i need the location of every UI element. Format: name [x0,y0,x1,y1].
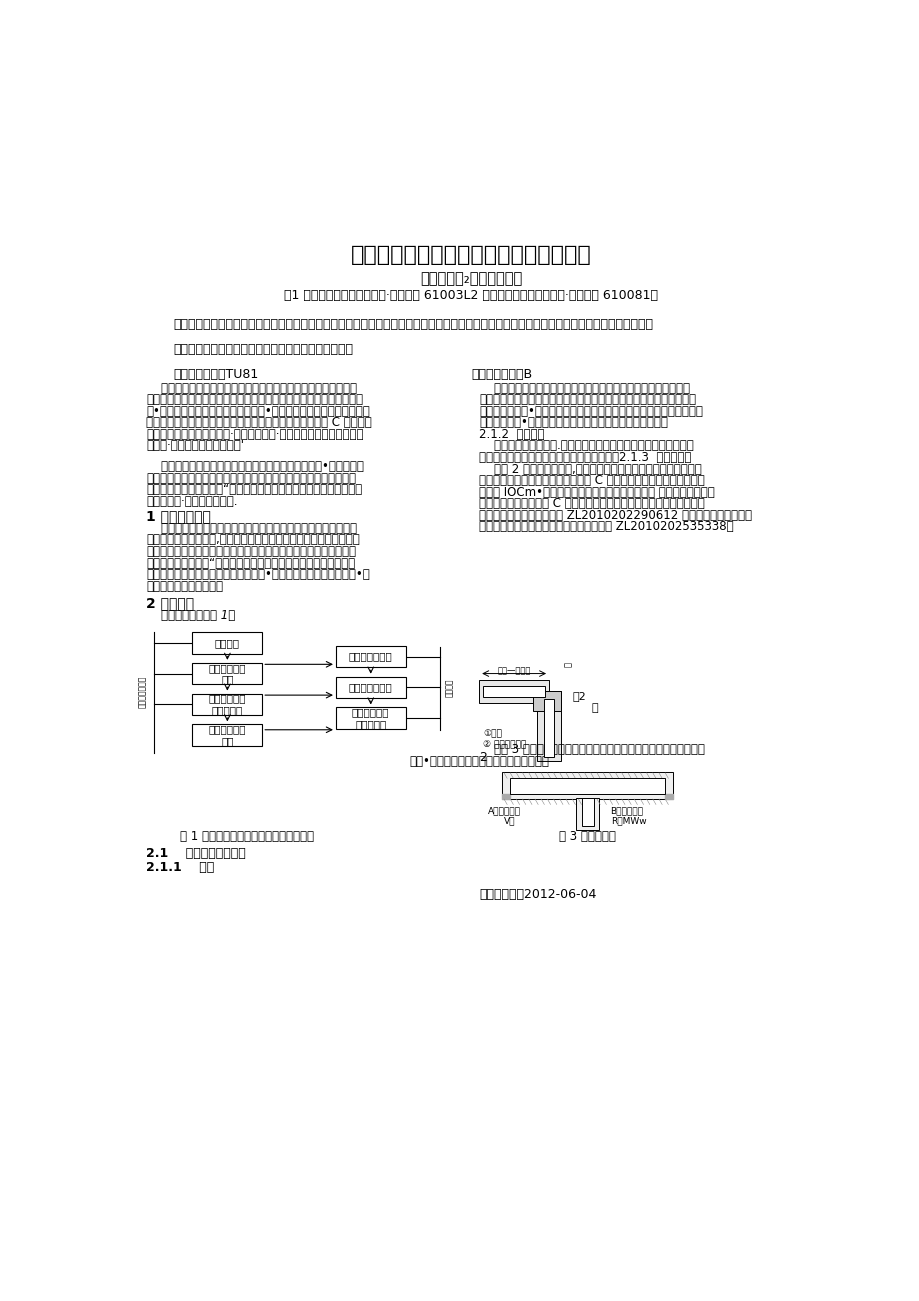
Text: ①弯头: ①弯头 [482,730,502,739]
Text: 便于延展抑消材料挤压力不出现皺褂 C 当俩弯头之间的连接段长度低于: 便于延展抑消材料挤压力不出现皺褂 C 当俩弯头之间的连接段长度低于 [479,474,704,487]
Text: 橡塑保温材料
安装: 橡塑保温材料 安装 [209,725,246,745]
Text: 2.1.1    选料: 2.1.1 选料 [146,861,214,874]
Bar [192,662,262,684]
Text: ② 弯头中心量距: ② 弯头中心量距 [482,739,526,748]
Text: 1 管道结露分析: 1 管道结露分析 [146,509,210,523]
Bar [502,771,673,799]
Text: 如图 3 进行三通处管件下料橡塑材料拆分为主管段和抽头段两个直: 如图 3 进行三通处管件下料橡塑材料拆分为主管段和抽头段两个直 [479,743,704,756]
Bar [575,798,598,830]
Text: 赵波「袒建₂唐豫」陈椰，: 赵波「袒建₂唐豫」陈椰， [420,272,522,286]
Text: 方法、步骤以及处理措施“经过工程实践证明该防结露施工工艺快捷、: 方法、步骤以及处理措施“经过工程实践证明该防结露施工工艺快捷、 [146,484,362,497]
Text: 2.1    橡塑保温材料下料: 2.1 橡塑保温材料下料 [146,847,245,860]
Text: 【文献标识码】B: 【文献标识码】B [471,368,532,381]
Text: 防结露构造》实用新型专利 ZL2010202290612 和《建筑物给排水管道: 防结露构造》实用新型专利 ZL2010202290612 和《建筑物给排水管道 [479,509,752,522]
Bar [581,799,594,826]
Text: 【中图分类号】TU81: 【中图分类号】TU81 [173,368,258,381]
Text: 简便易操作·防结露效果明显.: 简便易操作·防结露效果明显. [146,494,237,507]
Text: 【定稿日期】2012-06-04: 【定稿日期】2012-06-04 [479,887,596,900]
Text: 建筑给排水管道橡塑材料防结露施工工艺: 建筑给排水管道橡塑材料防结露施工工艺 [351,245,591,264]
Bar [335,645,405,667]
Text: 施工准备: 施工准备 [215,637,240,648]
Text: 直线且该管段中管件很少时可先行下料安装，2.1.3  弯头靠下料: 直线且该管段中管件很少时可先行下料安装，2.1.3 弯头靠下料 [479,451,691,464]
Text: 线段•两段的接口处必须与三通管件一致；下: 线段•两段的接口处必须与三通管件一致；下 [409,755,549,768]
Text: 工过程中施工人员操作随意·过程控制不严·造成材料浪费大、防结露效: 工过程中施工人员操作随意·过程控制不严·造成材料浪费大、防结露效 [146,428,363,441]
Text: 安装后防护层
（视设计）: 安装后防护层 （视设计） [352,708,389,729]
Bar [537,691,560,761]
Text: 【摘要】通过对建筑给排水管道橡塑保温材料防结露施工技术的深入研究和大量工程实践总结出一套完整、实效的管道橡塑保温防结露施工工艺。: 【摘要】通过对建筑给排水管道橡塑保温材料防结露施工技术的深入研究和大量工程实践总… [173,317,652,330]
Bar [533,691,560,710]
Bar [479,679,549,703]
Bar [192,725,262,745]
Text: 材质为鉢管时•橡塑保温管竟选规格应大于防结露管道规格。: 材质为鉢管时•橡塑保温管竟选规格应大于防结露管道规格。 [479,416,667,429]
Text: R形MWw: R形MWw [610,817,646,826]
Bar [335,708,405,729]
Text: （1 成都建筑工程集团总公司·四川成都 61003L2 成都市第二建筑工程公司·四川成都 610081）: （1 成都建筑工程集团总公司·四川成都 61003L2 成都市第二建筑工程公司·… [284,289,658,302]
Text: 橡塑保温材料
材口预加工: 橡塑保温材料 材口预加工 [209,693,246,716]
Bar [482,686,545,697]
Bar [192,632,262,653]
Text: 如图 2 进行弯头见下料,橡塑材料在弯头两端需延伸一定的直线段: 如图 2 进行弯头见下料,橡塑材料在弯头两端需延伸一定的直线段 [479,463,701,476]
Text: 而直接影响防结露效果。: 而直接影响防结露效果。 [146,580,222,593]
Text: 料未损坏和过期时可重复使用符合国家提倡的节能降耗要求 C 但实际施: 料未损坏和过期时可重复使用符合国家提倡的节能降耗要求 C 但实际施 [146,416,371,429]
Bar [543,699,554,757]
Text: 橡塑保温材料是一种具有闭孔结构的柔性发泡维热性能良好的材: 橡塑保温材料是一种具有闭孔结构的柔性发泡维热性能良好的材 [146,381,357,394]
Text: 2: 2 [479,751,486,764]
Text: 在外界空气中出现结露,橡塑防结露出现裂口的现象基本上发生在橡塑: 在外界空气中出现结露,橡塑防结露出现裂口的现象基本上发生在橡塑 [146,533,359,546]
Text: 2.1.2  下料顺序: 2.1.2 下料顺序 [479,428,544,441]
Text: V形: V形 [504,817,515,826]
Bar [192,693,262,716]
Text: 得实用新型专利的防结露节点设计进行管道防结露施工并完善了施工: 得实用新型专利的防结露节点设计进行管道防结露施工并完善了施工 [146,472,356,485]
Text: 料，近几年来广泛运用在管道防结露施工中。利用橡塑保温材料裹紧管: 料，近几年来广泛运用在管道防结露施工中。利用橡塑保温材料裹紧管 [146,393,363,406]
Bar [335,677,405,699]
Text: 若橡塑材料选择不匹配或施工处理不当发生裂口管道就直接暴露: 若橡塑材料选择不匹配或施工处理不当发生裂口管道就直接暴露 [146,522,357,535]
Text: 间的连接段长度的一半 C 该施工方式获得《建筑物给排水管道弯管处的: 间的连接段长度的一半 C 该施工方式获得《建筑物给排水管道弯管处的 [479,497,704,510]
Text: 或等于 IOCm•每个弯头的一储要考虑一定的直线段 另一端为两弯头之: 或等于 IOCm•每个弯头的一储要考虑一定的直线段 另一端为两弯头之 [479,485,714,498]
Text: 【关键词】橡塑保温材料；给排水管道；防结露；施工: 【关键词】橡塑保温材料；给排水管道；防结露；施工 [173,343,353,356]
Text: 果不佳·甚至起不到防结露作用': 果不佳·甚至起不到防结露作用' [146,440,244,453]
Text: 图 3 三通处下料: 图 3 三通处下料 [559,830,616,843]
Text: 施工图纸及规范: 施工图纸及规范 [138,675,146,708]
Text: 所需防结露管道管径尺寸选择使用管壳还是板材。若管道材质为塑料材: 所需防结露管道管径尺寸选择使用管壳还是板材。若管道材质为塑料材 [479,393,696,406]
Text: 图2: 图2 [572,691,585,701]
Text: 图 1 建筑给排水管道防结露施工工艺流程: 图 1 建筑给排水管道防结露施工工艺流程 [179,830,313,843]
Text: 2 施工工艺: 2 施工工艺 [146,597,194,610]
Text: 安: 安 [563,662,573,667]
Text: 先管路弯头、三通必.再管路直线段，若保温管路中有很长一段为: 先管路弯头、三通必.再管路直线段，若保温管路中有很长一段为 [479,440,693,453]
Text: 材料对接面必而对接面出现裂口现象的大部分发生在管道的管卡、弯: 材料对接面必而对接面出现裂口现象的大部分发生在管道的管卡、弯 [146,545,356,558]
Text: 料: 料 [591,703,597,713]
Text: 橡塑保温材料
下料: 橡塑保温材料 下料 [209,662,246,684]
Text: B段橡塑用料: B段橡塑用料 [609,807,642,816]
Text: 的特殊性橡塑材料安装时极易产生皺褂•出现对接面粘接不牛的现象•从: 的特殊性橡塑材料安装时极易产生皺褂•出现对接面粘接不牛的现象•从 [146,569,369,582]
Text: 质（或黑铁管时•橡塑保温管壳母选规格应和防结露管道规格一致；管道: 质（或黑铁管时•橡塑保温管壳母选规格应和防结露管道规格一致；管道 [479,405,702,418]
Text: 施工工艺流程见图 1。: 施工工艺流程见图 1。 [146,609,235,622]
Text: 结合口定位划刷: 结合口定位划刷 [348,652,392,662]
Text: 针对橡塑保温材料在建筑给排水管道防结露施工特点•我们采用获: 针对橡塑保温材料在建筑给排水管道防结露施工特点•我们采用获 [146,461,364,474]
Text: 根据设计要求防结露的厚度选择保温材料管壳或板材的厚度根据: 根据设计要求防结露的厚度选择保温材料管壳或板材的厚度根据 [479,381,689,394]
Text: 连辨—定长度: 连辨—定长度 [497,666,530,675]
Bar [510,778,664,794]
Text: 头、三通等节点部位“管道的管卡、弯头、三通等管件部位因其构造: 头、三通等节点部位“管道的管卡、弯头、三通等管件部位因其构造 [146,557,355,570]
Text: 安装记录: 安装记录 [445,678,454,696]
Text: 两连续弯管外的防结露结构》实用新型专利 ZL2010202535338。: 两连续弯管外的防结露结构》实用新型专利 ZL2010202535338。 [479,520,733,533]
Text: 胶带粘降结合口: 胶带粘降结合口 [348,683,392,692]
Text: A段橡塑用料: A段橡塑用料 [487,807,520,816]
Text: 道•阻止管道和空气热交换形成凝结露•效果明显且施工高效。环保该材: 道•阻止管道和空气热交换形成凝结露•效果明显且施工高效。环保该材 [146,405,369,418]
